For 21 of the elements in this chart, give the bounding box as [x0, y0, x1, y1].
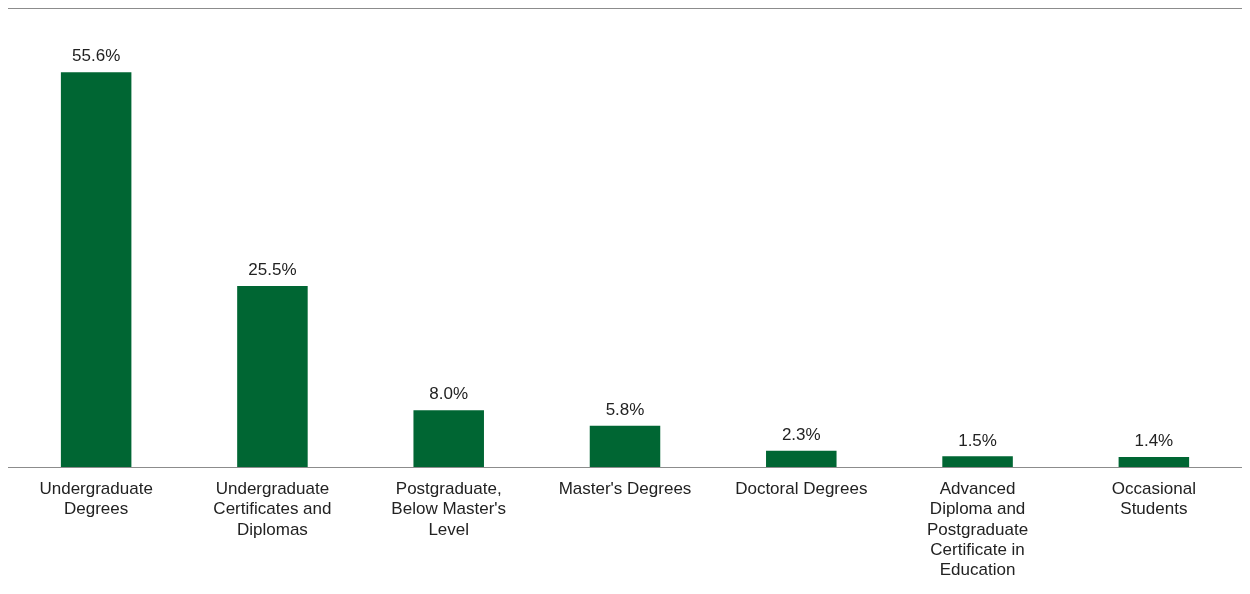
x-tick-label: Doctoral Degrees: [735, 478, 868, 498]
x-tick-label: Occasional Students: [1111, 478, 1196, 519]
bar: [589, 425, 661, 467]
bar: [60, 72, 132, 467]
x-tick-label: Undergraduate Degrees: [39, 478, 153, 519]
bar: [766, 450, 837, 467]
bar: [237, 285, 308, 467]
x-tick-label: Undergraduate Certificates and Diplomas: [213, 478, 332, 539]
data-label: 2.3%: [781, 424, 821, 444]
x-tick-label: Postgraduate, Below Master's Level: [391, 478, 507, 539]
data-label: 8.0%: [429, 384, 469, 404]
bar: [1118, 457, 1190, 467]
data-label: 1.5%: [958, 430, 997, 450]
data-label: 1.4%: [1134, 431, 1174, 451]
x-tick-label: Advanced Diploma and Postgraduate Certificate in Education: [927, 478, 1029, 580]
bar: [942, 456, 1013, 467]
bar: [413, 410, 484, 467]
data-label: 55.6%: [72, 46, 121, 66]
data-label: 5.8%: [605, 400, 645, 420]
data-label: 25.5%: [248, 260, 297, 280]
x-tick-label: Master's Degrees: [558, 478, 692, 498]
